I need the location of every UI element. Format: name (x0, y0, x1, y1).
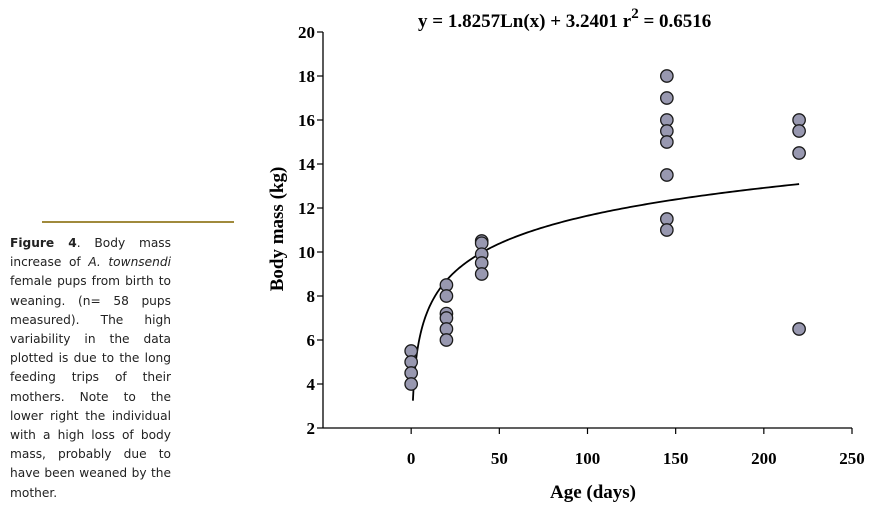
data-point (659, 69, 674, 83)
y-tick-label: 14 (298, 155, 316, 174)
data-point (439, 289, 454, 303)
caption-text-2: female pups from birth to weaning. (n= 5… (10, 274, 171, 500)
data-point (439, 333, 454, 347)
data-point (792, 146, 806, 160)
data-point (404, 377, 419, 391)
x-tick-label: 150 (663, 449, 689, 468)
data-point (659, 135, 674, 149)
y-tick-label: 4 (307, 375, 316, 394)
x-tick-label: 250 (839, 449, 865, 468)
y-tick-label: 10 (298, 243, 315, 262)
y-tick-label: 18 (298, 67, 315, 86)
x-axis-title: Age (days) (550, 482, 636, 503)
caption-label: Figure 4 (10, 236, 77, 250)
y-tick-label: 20 (298, 23, 315, 42)
y-tick-label: 6 (307, 331, 316, 350)
y-tick-label: 2 (307, 419, 316, 438)
trendline-equation: y = 1.8257Ln(x) + 3.2401 r2 = 0.6516 (418, 6, 711, 32)
data-point (659, 91, 674, 105)
figure-caption: Figure 4. Body mass increase of A. towns… (10, 234, 171, 503)
y-tick-label: 8 (307, 287, 316, 306)
data-point (792, 124, 806, 138)
x-tick-label: 50 (491, 449, 508, 468)
x-tick-label: 0 (407, 449, 416, 468)
caption-text-1: . Body mass increase of (10, 236, 171, 270)
data-point (659, 168, 674, 182)
data-point (474, 267, 489, 281)
data-point (792, 322, 806, 336)
trendline (412, 183, 800, 401)
y-tick-label: 16 (298, 111, 315, 130)
x-tick-label: 200 (751, 449, 777, 468)
caption-species: A. townsendi (88, 255, 171, 270)
caption-divider (42, 221, 234, 223)
y-axis-title: Body mass (kg) (267, 167, 288, 292)
data-point (659, 223, 674, 237)
y-tick-label: 12 (298, 199, 315, 218)
data-points (404, 69, 806, 391)
trendline-group (412, 183, 800, 401)
x-tick-label: 100 (575, 449, 601, 468)
